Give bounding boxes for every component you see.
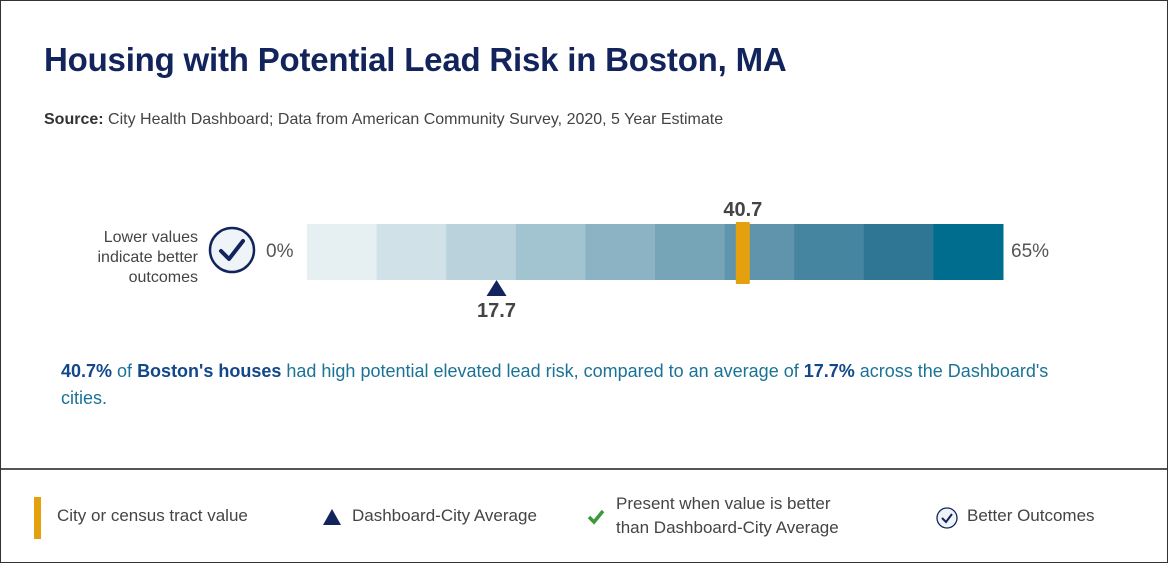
city-value-label: 40.7 <box>723 199 762 221</box>
source-note: Source: City Health Dashboard; Data from… <box>44 111 723 129</box>
gauge-segment <box>794 224 865 280</box>
summary-average: 17.7% <box>803 361 855 381</box>
legend-city-label: City or census tract value <box>57 506 248 525</box>
gauge-segment <box>933 224 1004 280</box>
gauge-segment <box>515 224 586 280</box>
legend-better-line1: Present when value is better <box>616 494 831 513</box>
source-text: City Health Dashboard; Data from America… <box>108 111 724 128</box>
chart-title: Housing with Potential Lead Risk in Bost… <box>44 41 787 78</box>
better-outcomes-check-icon <box>208 226 256 274</box>
legend-circle-check-icon <box>936 507 958 529</box>
summary-place: Boston's houses <box>137 361 282 381</box>
summary-part: of <box>112 361 138 381</box>
summary-part: across the Dashboard's cities. <box>61 361 1049 408</box>
average-value-label: 17.7 <box>477 300 516 322</box>
direction-note: Lower values indicate better outcomes <box>97 229 198 286</box>
gauge-segment <box>724 224 795 280</box>
gauge-segment <box>376 224 447 280</box>
gauge-segment <box>446 224 517 280</box>
gauge-segment <box>585 224 656 280</box>
gauge-segment <box>863 224 934 280</box>
gauge-bar: 40.7 17.7 <box>307 199 1004 322</box>
legend-triangle-icon <box>323 509 341 525</box>
legend-divider <box>1 468 1167 470</box>
legend-average-label: Dashboard-City Average <box>352 506 537 525</box>
source-label: Source: <box>44 111 104 128</box>
legend-outcomes-label: Better Outcomes <box>967 506 1095 525</box>
summary-part: had high potential elevated lead risk, c… <box>281 361 804 381</box>
summary-text: 40.7% of Boston's houses had high potent… <box>61 358 1061 412</box>
legend-city-swatch <box>34 497 41 539</box>
legend-green-check-icon <box>587 509 605 525</box>
summary-value: 40.7% <box>61 361 113 381</box>
axis-max-label: 65% <box>1011 241 1050 262</box>
average-triangle-marker <box>486 280 507 296</box>
city-value-marker <box>735 222 750 284</box>
axis-min-label: 0% <box>266 241 294 262</box>
gauge-segment <box>307 224 378 280</box>
legend-better-label: Present when value is better than Dashboa… <box>616 492 839 540</box>
legend-better-line2: than Dashboard-City Average <box>616 518 839 537</box>
gauge-segment <box>655 224 726 280</box>
